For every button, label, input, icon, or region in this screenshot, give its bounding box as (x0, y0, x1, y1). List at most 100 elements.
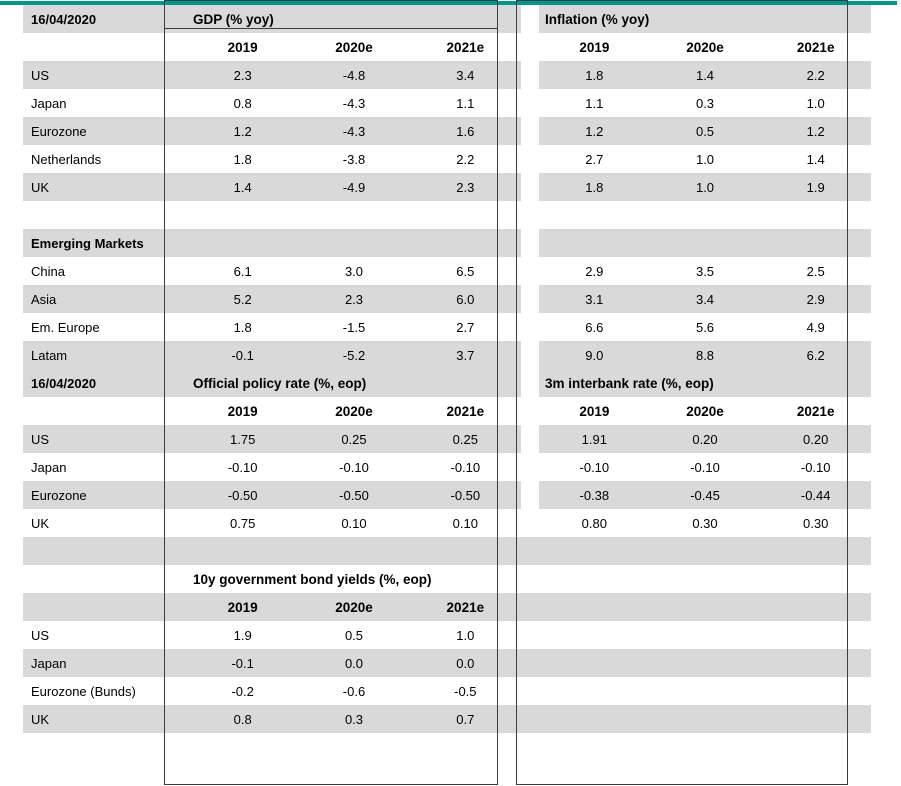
year-header: 2020e (650, 404, 761, 419)
table-title: Inflation (% yoy) (539, 5, 871, 33)
table-title: Official policy rate (%, eop) (187, 369, 521, 397)
row-label: US (23, 621, 187, 649)
value-cell: 1.9 (187, 628, 298, 643)
table-row: Eurozone-0.50-0.50-0.50-0.38-0.45-0.44 (23, 481, 871, 509)
value-cell: 0.30 (650, 516, 761, 531)
value-cell: 3.1 (539, 292, 650, 307)
value-cell: -0.10 (539, 460, 650, 475)
value-cell: -1.5 (298, 320, 409, 335)
value-cell: 1.2 (187, 124, 298, 139)
table-gap (521, 117, 539, 145)
row-label: US (23, 425, 187, 453)
value-cell: 1.8 (187, 320, 298, 335)
year-header: 2021e (410, 600, 521, 615)
value-cell: 1.4 (760, 152, 871, 167)
year-header: 2019 (187, 404, 298, 419)
table-title: 3m interbank rate (%, eop) (539, 369, 871, 397)
table-gap (521, 145, 539, 173)
value-cell: 1.8 (539, 68, 650, 83)
value-cell: -0.5 (410, 684, 521, 699)
table-gap (521, 397, 539, 425)
value-cell: 0.10 (298, 516, 409, 531)
value-cell: 1.91 (539, 432, 650, 447)
row-label: Japan (23, 89, 187, 117)
row-label (23, 593, 187, 621)
value-cell: 3.4 (650, 292, 761, 307)
value-cell: 1.6 (410, 124, 521, 139)
table-gap (521, 341, 539, 369)
value-cell: 1.75 (187, 432, 298, 447)
value-cell: 6.2 (760, 348, 871, 363)
value-cell: -0.6 (298, 684, 409, 699)
corner-date-label (23, 565, 187, 593)
table-gap (521, 481, 539, 509)
value-cell: -0.10 (298, 460, 409, 475)
value-cell: 2.9 (760, 292, 871, 307)
value-cell: 2.2 (760, 68, 871, 83)
row-label: Japan (23, 453, 187, 481)
value-cell: 0.3 (298, 712, 409, 727)
value-cell: 6.1 (187, 264, 298, 279)
table-gap (521, 201, 539, 229)
corner-date-label: 16/04/2020 (23, 5, 187, 33)
row-label (23, 33, 187, 61)
value-cell: 3.0 (298, 264, 409, 279)
value-cell: -0.1 (187, 656, 298, 671)
value-cell: -0.50 (187, 488, 298, 503)
table-gap (521, 229, 539, 257)
corner-date-label: 16/04/2020 (23, 369, 187, 397)
value-cell: 6.0 (410, 292, 521, 307)
row-label: Em. Europe (23, 313, 187, 341)
value-cell: -0.44 (760, 488, 871, 503)
year-header: 2019 (187, 600, 298, 615)
table-columns (539, 201, 871, 229)
year-header: 2020e (650, 40, 761, 55)
year-header: 2020e (298, 404, 409, 419)
value-cell: 0.0 (410, 656, 521, 671)
value-cell: -0.50 (298, 488, 409, 503)
table-columns: -0.10-0.10-0.10 (187, 453, 521, 481)
year-header: 2021e (760, 40, 871, 55)
table-gap (521, 313, 539, 341)
table-gap (521, 61, 539, 89)
value-cell: 1.8 (187, 152, 298, 167)
value-cell: 2.5 (760, 264, 871, 279)
row-filler (521, 565, 871, 593)
row-label: Eurozone (Bunds) (23, 677, 187, 705)
row-label: UK (23, 173, 187, 201)
value-cell: 0.30 (760, 516, 871, 531)
value-cell: 6.6 (539, 320, 650, 335)
value-cell: 0.80 (539, 516, 650, 531)
value-cell: 0.0 (298, 656, 409, 671)
value-cell: -0.10 (410, 460, 521, 475)
value-cell: 2.3 (410, 180, 521, 195)
table-row: Emerging Markets (23, 229, 871, 257)
table-gap (521, 5, 539, 33)
table-gap (521, 33, 539, 61)
table-gap (521, 285, 539, 313)
table-columns: -0.10-0.10-0.10 (539, 453, 871, 481)
value-cell: 0.8 (187, 96, 298, 111)
value-cell: 1.0 (650, 152, 761, 167)
